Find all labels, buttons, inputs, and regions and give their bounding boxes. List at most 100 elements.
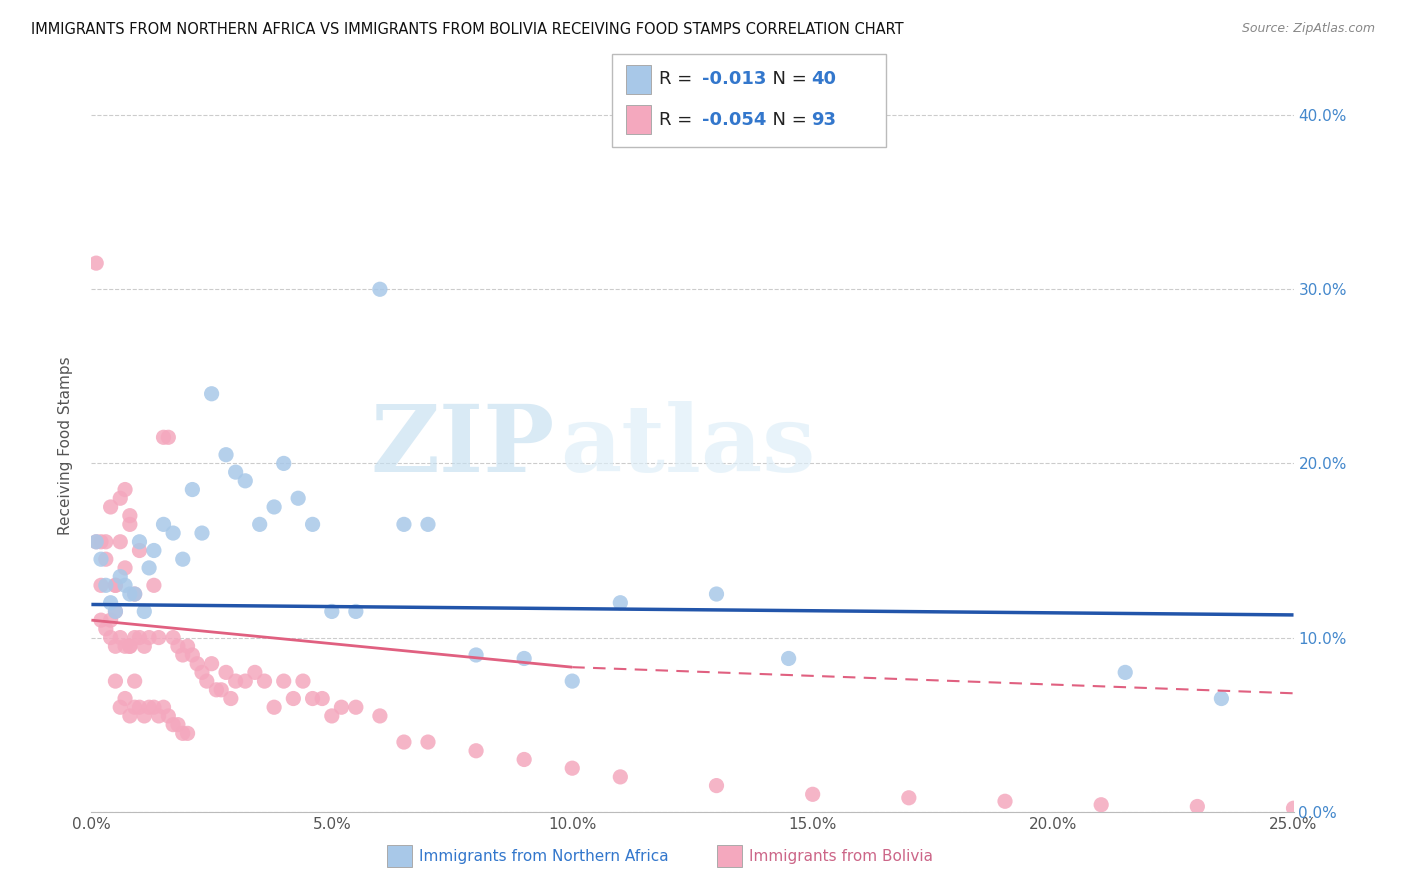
Point (263, 500, 285, 514)
Point (100, 500, 122, 514)
Point (344, 700, 367, 714)
Text: atlas: atlas (560, 401, 815, 491)
Point (110, 700, 132, 714)
Point (1282, 801, 1305, 815)
Point (90, 613, 112, 627)
Point (104, 578, 127, 592)
Point (157, 709, 180, 723)
Point (392, 735, 415, 749)
Point (138, 700, 160, 714)
Point (181, 648, 204, 662)
Point (124, 700, 146, 714)
Text: -0.013: -0.013 (702, 70, 766, 88)
Point (162, 717, 184, 731)
Point (273, 674, 295, 689)
Point (225, 674, 247, 689)
Point (561, 674, 583, 689)
Point (128, 700, 150, 714)
Point (330, 700, 353, 714)
Text: 93: 93 (811, 111, 837, 128)
Text: R =: R = (659, 70, 699, 88)
Point (1114, 665, 1136, 680)
Point (172, 726, 194, 740)
Point (311, 691, 333, 706)
Point (104, 640, 127, 654)
Point (114, 640, 136, 654)
Point (172, 552, 194, 566)
Point (181, 483, 204, 497)
Text: Source: ZipAtlas.com: Source: ZipAtlas.com (1241, 22, 1375, 36)
Point (157, 430, 180, 444)
Point (134, 709, 156, 723)
Point (124, 674, 146, 689)
Point (114, 578, 136, 592)
Point (124, 587, 146, 601)
Text: IMMIGRANTS FROM NORTHERN AFRICA VS IMMIGRANTS FROM BOLIVIA RECEIVING FOOD STAMPS: IMMIGRANTS FROM NORTHERN AFRICA VS IMMIG… (31, 22, 904, 37)
Point (249, 517, 271, 532)
Point (263, 700, 285, 714)
Point (465, 648, 488, 662)
Point (138, 561, 160, 575)
Point (283, 691, 305, 706)
Point (209, 682, 232, 697)
Point (134, 604, 156, 618)
Point (1090, 797, 1112, 812)
Point (128, 543, 150, 558)
Point (104, 674, 127, 689)
Point (1378, 803, 1400, 817)
Point (104, 578, 127, 592)
Point (152, 430, 174, 444)
Point (778, 651, 800, 665)
Point (94, 578, 117, 592)
Point (253, 674, 276, 689)
Point (321, 604, 343, 618)
Text: N =: N = (761, 111, 813, 128)
Point (114, 561, 136, 575)
Point (118, 587, 141, 601)
Point (162, 526, 184, 541)
Point (368, 282, 391, 296)
Point (321, 709, 343, 723)
Point (1187, 799, 1209, 814)
Text: N =: N = (761, 70, 813, 88)
Point (513, 651, 536, 665)
Point (142, 543, 165, 558)
Point (167, 640, 190, 654)
Point (215, 448, 238, 462)
Point (195, 674, 218, 689)
Point (186, 657, 208, 671)
Y-axis label: Receiving Food Stamps: Receiving Food Stamps (58, 357, 73, 535)
Text: R =: R = (659, 111, 699, 128)
Point (100, 613, 122, 627)
Point (344, 604, 367, 618)
Point (416, 517, 439, 532)
Point (84, 534, 107, 549)
Point (215, 665, 238, 680)
Point (1211, 691, 1233, 706)
Text: Immigrants from Bolivia: Immigrants from Bolivia (749, 849, 934, 863)
Point (110, 631, 132, 645)
Point (128, 534, 150, 549)
Point (368, 709, 391, 723)
Point (994, 794, 1017, 808)
Point (609, 596, 631, 610)
Point (205, 682, 228, 697)
Point (90, 534, 112, 549)
Point (114, 691, 136, 706)
Point (706, 587, 728, 601)
Point (176, 726, 198, 740)
Point (118, 709, 141, 723)
Text: Immigrants from Northern Africa: Immigrants from Northern Africa (419, 849, 669, 863)
Point (142, 700, 165, 714)
Point (124, 587, 146, 601)
Point (513, 752, 536, 766)
Point (273, 457, 295, 471)
Point (110, 569, 132, 583)
Point (162, 631, 184, 645)
Point (561, 761, 583, 775)
Point (90, 552, 112, 566)
Point (897, 790, 920, 805)
Point (465, 744, 488, 758)
Point (191, 526, 214, 541)
Point (110, 491, 132, 506)
